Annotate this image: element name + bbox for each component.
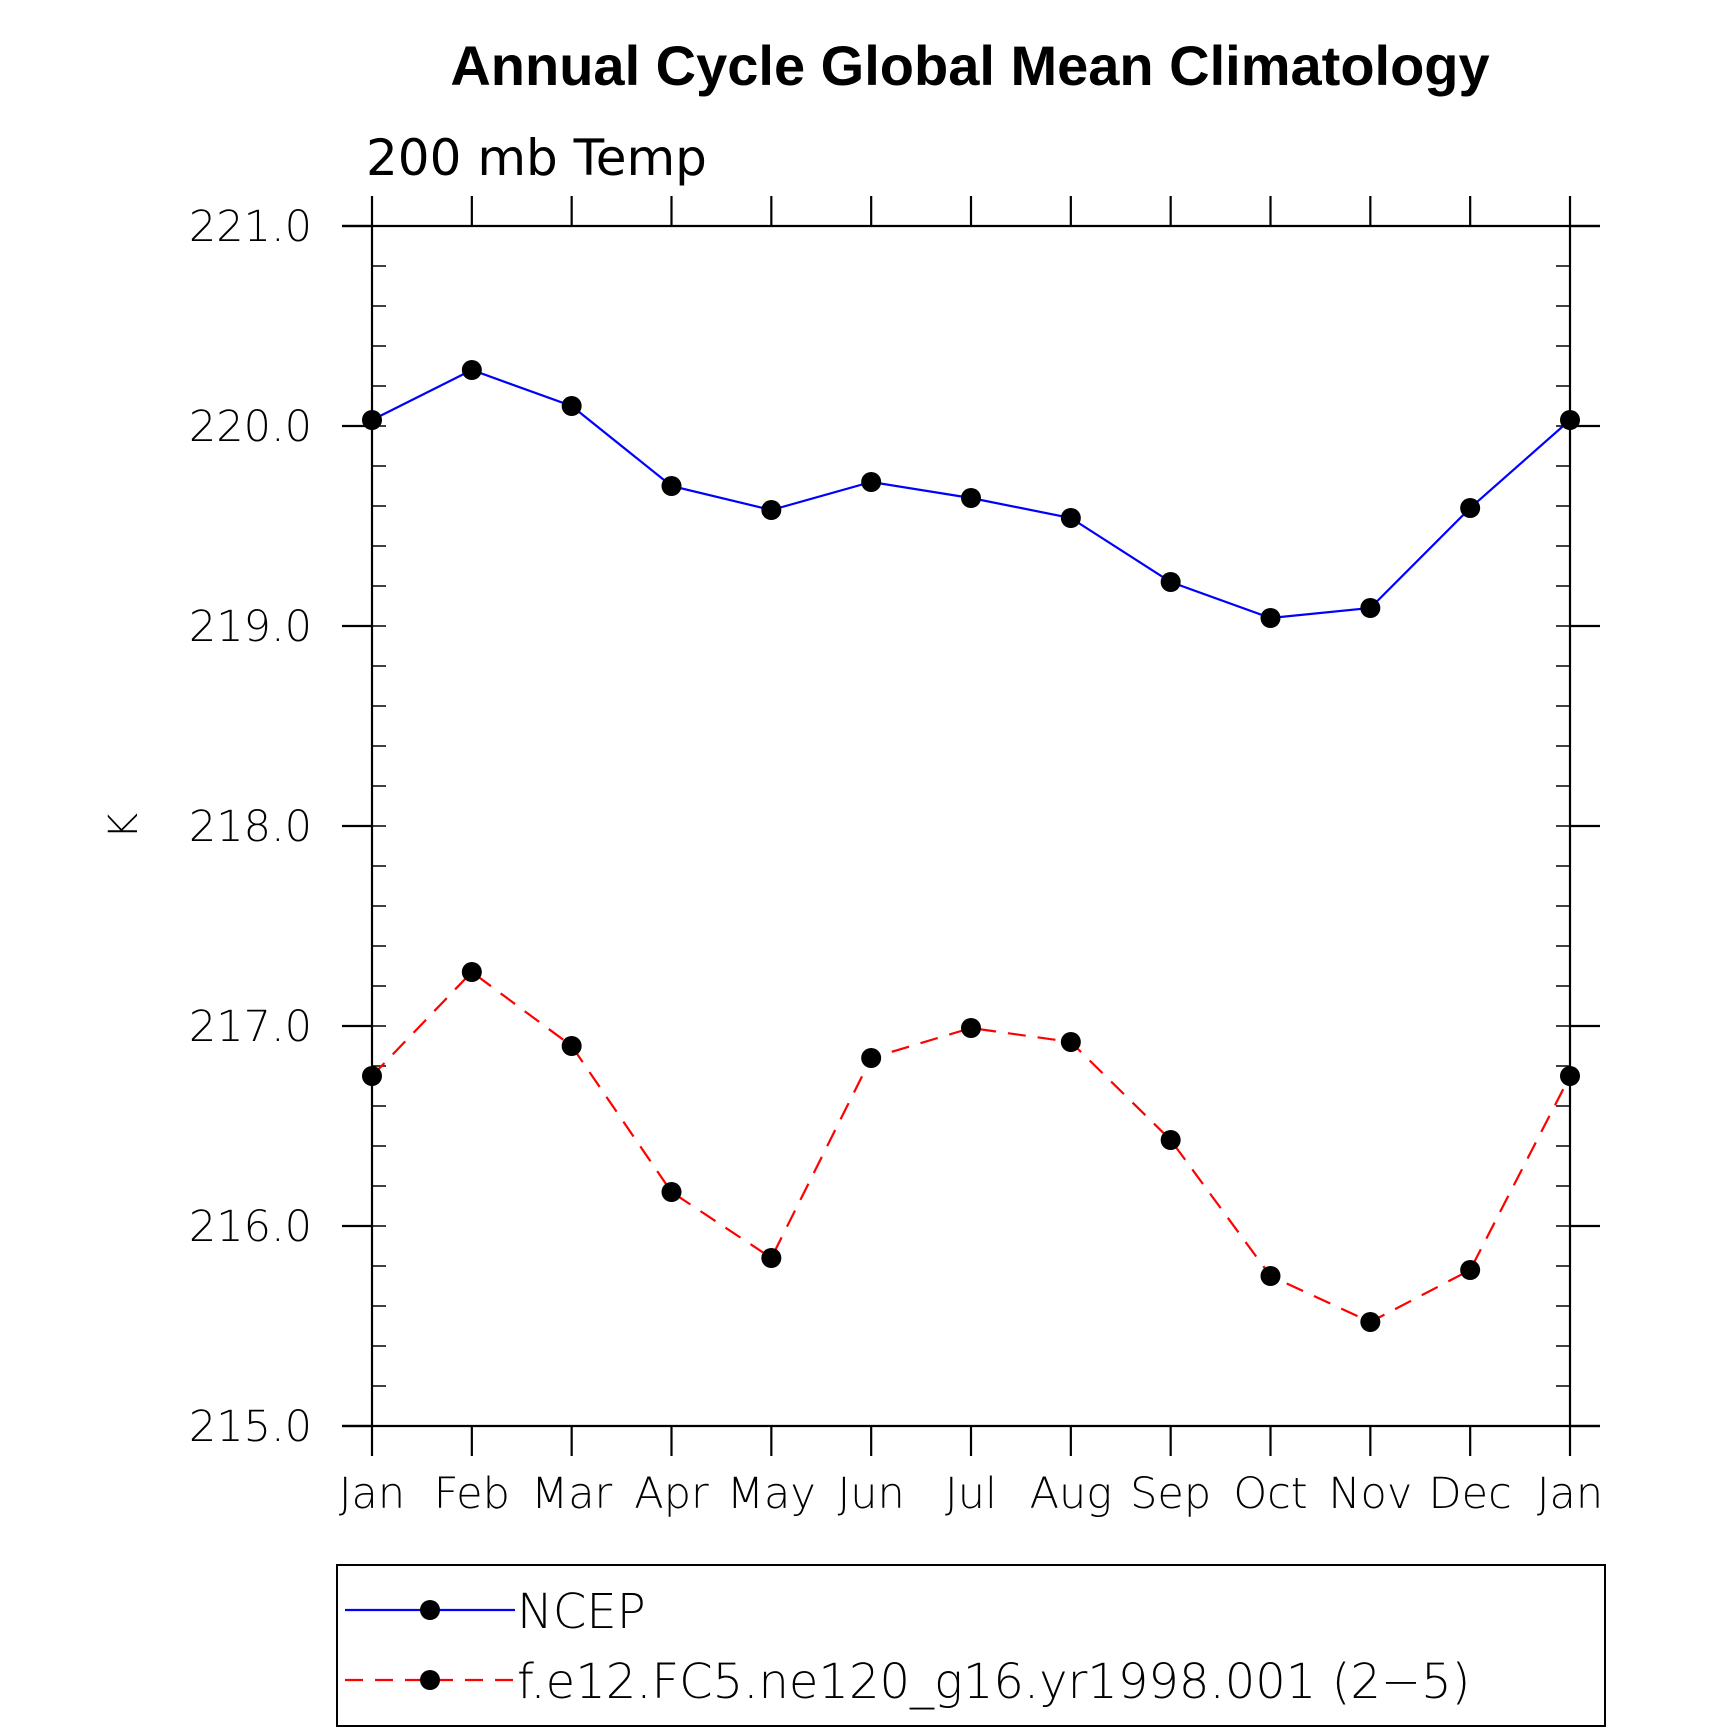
data-point — [861, 472, 882, 492]
chart-title: Annual Cycle Global Mean Climatology — [450, 34, 1489, 97]
data-point — [661, 476, 682, 496]
x-tick-label: Apr — [634, 1469, 709, 1519]
series-layer — [362, 360, 1580, 1332]
data-point — [1060, 1032, 1081, 1052]
x-tick-label: Dec — [1429, 1469, 1512, 1519]
x-tick-label: Jan — [1537, 1469, 1603, 1519]
data-point — [362, 1066, 382, 1086]
y-tick-label: 220.0 — [189, 402, 312, 452]
legend-label-ncep: NCEP — [517, 1584, 646, 1640]
data-point — [761, 500, 782, 520]
legend: NCEP f.e12.FC5.ne120_g16.yr1998.001 (2−5… — [336, 1564, 1606, 1727]
x-tick-label: Jan — [339, 1469, 405, 1519]
data-point — [1560, 410, 1580, 430]
data-point — [961, 488, 981, 508]
data-point — [1360, 1312, 1381, 1332]
y-tick-label: 219.0 — [189, 602, 312, 652]
data-point — [961, 1018, 981, 1038]
axis-ticks — [342, 196, 1600, 1456]
series-0 — [362, 360, 1580, 628]
y-axis-label: K — [101, 813, 147, 839]
data-point — [461, 360, 482, 380]
x-tick-label: Aug — [1030, 1469, 1112, 1519]
legend-marker-ncep — [420, 1600, 440, 1620]
data-point — [1160, 572, 1181, 592]
y-tick-label: 221.0 — [189, 202, 312, 252]
legend-marker-model — [420, 1670, 440, 1690]
y-tick-label: 215.0 — [189, 1402, 312, 1452]
x-tick-label: Jun — [838, 1469, 905, 1519]
x-tick-label: Jul — [945, 1469, 997, 1519]
x-tick-label: Mar — [531, 1469, 612, 1519]
x-tick-label: Nov — [1328, 1469, 1412, 1519]
data-point — [1160, 1130, 1181, 1150]
data-point — [761, 1248, 782, 1268]
legend-label-model: f.e12.FC5.ne120_g16.yr1998.001 (2−5) — [517, 1654, 1470, 1710]
data-point — [1460, 1260, 1481, 1280]
data-point — [1460, 498, 1481, 518]
x-tick-label: Feb — [434, 1469, 510, 1519]
data-point — [1560, 1066, 1580, 1086]
data-point — [1360, 598, 1381, 618]
data-point — [1060, 508, 1081, 528]
data-point — [1260, 1266, 1281, 1286]
y-tick-label: 218.0 — [189, 802, 312, 852]
x-tick-label: Sep — [1130, 1469, 1211, 1519]
data-point — [362, 410, 382, 430]
y-tick-labels: 215.0 216.0 217.0 218.0 219.0 220.0 221.0 — [189, 202, 312, 1452]
data-point — [561, 1036, 582, 1056]
y-tick-label: 216.0 — [189, 1202, 312, 1252]
legend-box — [336, 1564, 1606, 1727]
plot-frame — [342, 224, 1600, 1428]
data-point — [561, 396, 582, 416]
data-point — [661, 1182, 682, 1202]
data-point — [461, 962, 482, 982]
chart-subtitle: 200 mb Temp — [366, 129, 707, 187]
data-point — [861, 1048, 882, 1068]
series-1 — [362, 962, 1580, 1332]
x-tick-label: Oct — [1233, 1469, 1307, 1519]
x-tick-labels: Jan Feb Mar Apr May Jun Jul Aug Sep Oct Nov Dec Jan — [339, 1469, 1603, 1519]
x-tick-label: May — [727, 1469, 816, 1519]
data-point — [1260, 608, 1281, 628]
y-tick-label: 217.0 — [189, 1002, 312, 1052]
